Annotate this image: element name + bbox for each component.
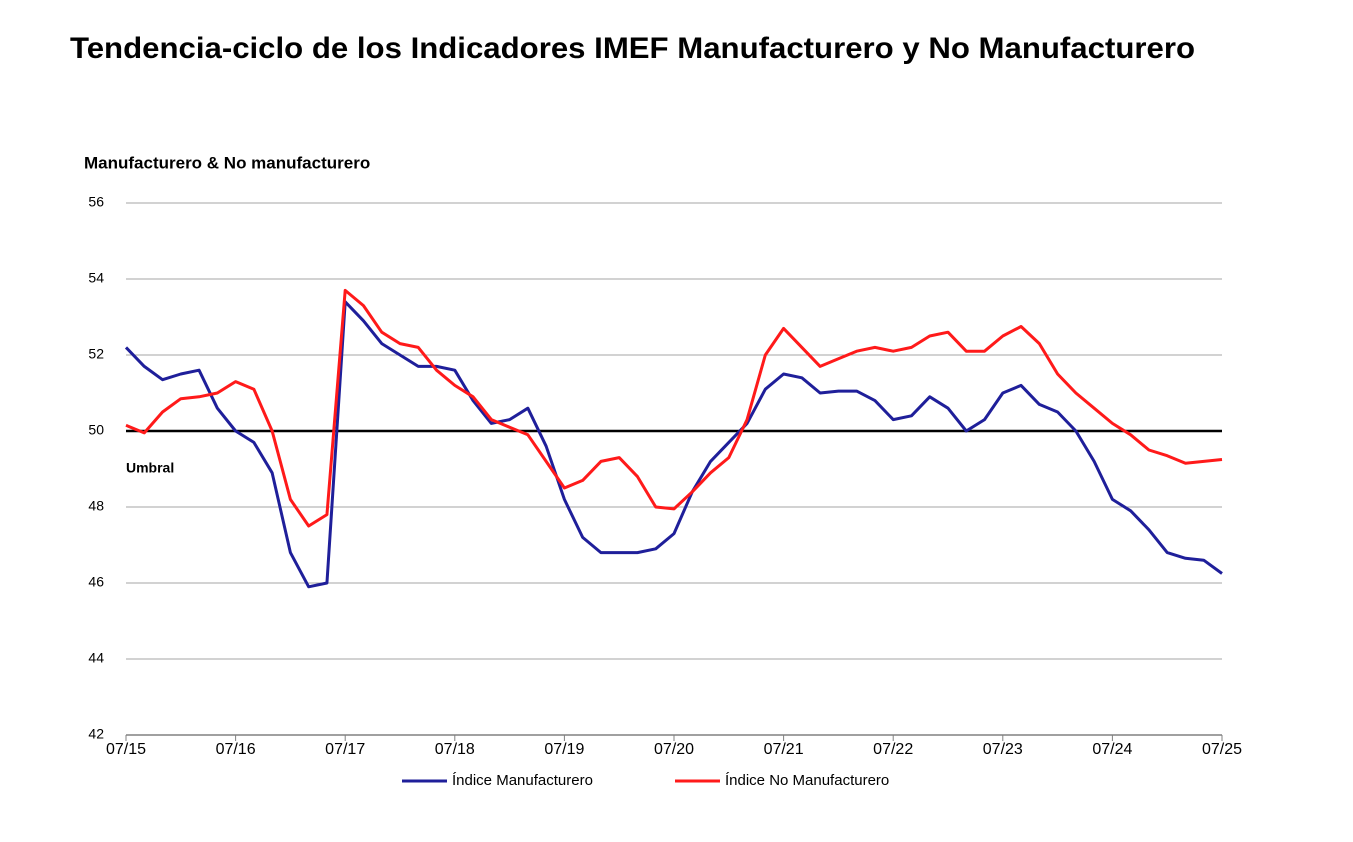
- x-tick-label: 07/19: [544, 741, 584, 758]
- y-tick-label: 46: [88, 574, 104, 590]
- chart-title: Tendencia-ciclo de los Indicadores IMEF …: [70, 32, 1195, 65]
- y-tick-label: 44: [88, 650, 104, 666]
- x-tick-label: 07/15: [106, 741, 146, 758]
- x-tick-label: 07/20: [654, 741, 694, 758]
- y-axis-label: Manufacturero & No manufacturero: [84, 153, 370, 172]
- x-tick-label: 07/25: [1202, 741, 1242, 758]
- x-tick-label: 07/24: [1092, 741, 1132, 758]
- y-tick-label: 48: [88, 498, 104, 514]
- x-tick-label: 07/23: [983, 741, 1023, 758]
- data-line: [125, 288, 1223, 528]
- y-tick-label: 56: [88, 194, 104, 210]
- y-tick-label: 50: [88, 422, 104, 438]
- y-tick-label: 54: [88, 270, 104, 286]
- x-tick-label: 07/21: [764, 741, 804, 758]
- x-tick-label: 07/17: [325, 741, 365, 758]
- x-tick-label: 07/22: [873, 741, 913, 758]
- x-tick-label: 07/16: [216, 741, 256, 758]
- threshold-label: Umbral: [126, 460, 174, 476]
- data-line: [124, 300, 1223, 589]
- legend-label: Índice No Manufacturero: [725, 772, 889, 789]
- y-tick-label: 52: [88, 346, 104, 362]
- y-tick-label: 42: [88, 726, 104, 742]
- legend-label: Índice Manufacturero: [452, 772, 593, 789]
- x-tick-label: 07/18: [435, 741, 475, 758]
